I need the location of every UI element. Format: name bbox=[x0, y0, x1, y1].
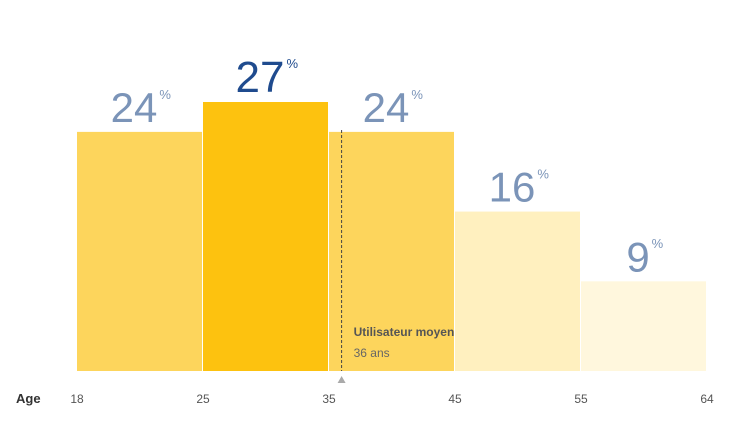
annotation-label: 36 ans bbox=[354, 346, 390, 360]
x-axis-label: Age bbox=[16, 391, 41, 406]
bar bbox=[581, 281, 706, 371]
value-unit: % bbox=[652, 236, 664, 251]
x-tick-label: 18 bbox=[70, 392, 84, 406]
bar bbox=[329, 131, 454, 371]
value-label: 9 bbox=[626, 233, 649, 280]
value-label: 24 bbox=[111, 84, 158, 131]
bar bbox=[203, 102, 328, 371]
bar bbox=[455, 211, 580, 371]
x-tick-label: 55 bbox=[574, 392, 588, 406]
value-label: 16 bbox=[489, 164, 536, 211]
value-label: 24 bbox=[363, 84, 410, 131]
x-tick-label: 35 bbox=[322, 392, 336, 406]
x-tick-label: 25 bbox=[196, 392, 210, 406]
bar bbox=[77, 131, 202, 371]
x-tick-label: 64 bbox=[700, 392, 714, 406]
x-tick-label: 45 bbox=[448, 392, 462, 406]
value-unit: % bbox=[411, 87, 423, 102]
value-label: 27 bbox=[236, 53, 285, 102]
value-unit: % bbox=[159, 87, 171, 102]
value-unit: % bbox=[537, 166, 549, 181]
mean-marker bbox=[337, 376, 346, 383]
value-unit: % bbox=[286, 56, 298, 71]
annotation-title: Utilisateur moyen bbox=[354, 325, 455, 339]
